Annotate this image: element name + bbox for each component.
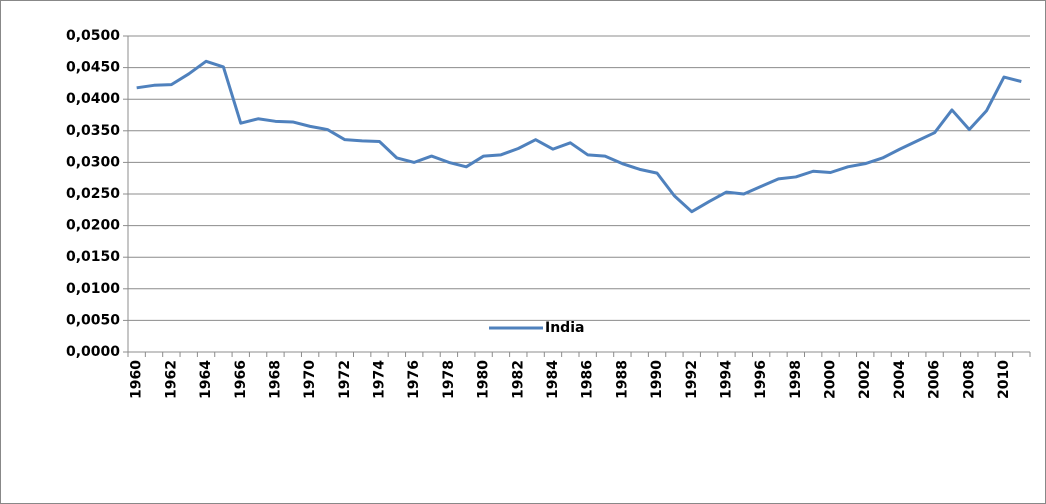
x-tick-label: 1986	[580, 360, 596, 399]
x-tick-label: 1996	[753, 360, 769, 399]
x-tick-label: 1962	[163, 360, 179, 399]
x-tick-label: 1992	[684, 360, 700, 399]
x-tick-label: 2000	[823, 360, 839, 399]
x-tick-label: 1980	[476, 360, 492, 399]
series-line	[136, 59, 1022, 214]
x-tick-label: 1990	[649, 360, 665, 399]
x-tick-label: 1976	[406, 360, 422, 399]
y-tick-label: 0,0300	[66, 154, 120, 170]
x-tick-label: 1968	[267, 360, 283, 399]
x-tick-label: 1998	[788, 360, 804, 399]
y-tick-label: 0,0400	[66, 91, 120, 107]
y-tick-label: 0,0200	[66, 218, 120, 234]
x-tick-label: 1988	[614, 360, 630, 399]
x-tick-label: 2006	[927, 360, 943, 399]
y-tick-label: 0,0000	[66, 344, 120, 360]
x-tick-label: 2002	[857, 360, 873, 399]
y-tick-label: 0,0450	[66, 60, 120, 76]
x-tick-label: 1984	[545, 360, 561, 399]
x-tick-label: 1970	[302, 360, 318, 399]
x-tick-label: 2010	[996, 360, 1012, 399]
x-tick-label: 1960	[129, 360, 145, 399]
y-tick-label: 0,0150	[66, 249, 120, 265]
y-tick-label: 0,0050	[66, 312, 120, 328]
x-tick-label: 1994	[718, 360, 734, 399]
y-tick-label: 0,0100	[66, 281, 120, 297]
x-tick-label: 1974	[372, 360, 388, 399]
x-tick-label: 1966	[233, 360, 249, 399]
x-tick-label: 1972	[337, 360, 353, 399]
legend-label: India	[545, 320, 584, 336]
y-tick-label: 0,0500	[66, 28, 120, 44]
x-tick-label: 1964	[198, 360, 214, 399]
x-tick-label: 2008	[961, 360, 977, 399]
y-tick-label: 0,0350	[66, 123, 120, 139]
x-tick-label: 1982	[510, 360, 526, 399]
y-tick-label: 0,0250	[66, 186, 120, 202]
x-tick-label: 2004	[892, 360, 908, 399]
x-tick-label: 1978	[441, 360, 457, 399]
